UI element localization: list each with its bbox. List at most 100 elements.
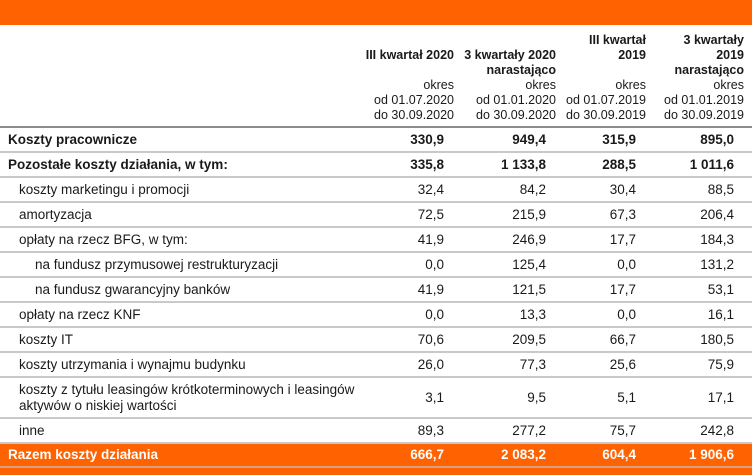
period-from: od 01.07.2019 bbox=[566, 93, 646, 107]
row-value: 246,9 bbox=[462, 227, 564, 253]
row-label: na fundusz gwarancyjny banków bbox=[0, 277, 362, 303]
row-value: 9,5 bbox=[462, 377, 564, 419]
column-title-line2: narastająco bbox=[486, 63, 556, 77]
column-header-q3-2020: III kwartał 2020 okres od 01.07.2020 do … bbox=[362, 25, 462, 128]
row-value: 84,2 bbox=[462, 177, 564, 203]
row-value: 288,5 bbox=[564, 152, 654, 178]
total-value: 1 906,6 bbox=[654, 443, 752, 466]
period-to: do 30.09.2020 bbox=[476, 108, 556, 122]
row-value: 88,5 bbox=[654, 177, 752, 203]
period-from: od 01.01.2020 bbox=[476, 93, 556, 107]
row-label: koszty utrzymania i wynajmu budynku bbox=[0, 352, 362, 378]
row-value: 121,5 bbox=[462, 277, 564, 303]
period-to: do 30.09.2020 bbox=[374, 108, 454, 122]
row-value: 77,3 bbox=[462, 352, 564, 378]
row-value: 180,5 bbox=[654, 327, 752, 353]
period-from: od 01.07.2020 bbox=[374, 93, 454, 107]
row-value: 330,9 bbox=[362, 127, 462, 153]
row-value: 41,9 bbox=[362, 227, 462, 253]
row-value: 335,8 bbox=[362, 152, 462, 178]
table-row: Pozostałe koszty działania, w tym: 335,8… bbox=[0, 152, 752, 178]
row-value: 72,5 bbox=[362, 202, 462, 228]
row-value: 17,7 bbox=[564, 277, 654, 303]
row-value: 66,7 bbox=[564, 327, 654, 353]
table-row: koszty marketingu i promocji 32,4 84,2 3… bbox=[0, 177, 752, 203]
row-value: 75,9 bbox=[654, 352, 752, 378]
table-row: opłaty na rzecz BFG, w tym: 41,9 246,9 1… bbox=[0, 227, 752, 253]
row-value: 13,3 bbox=[462, 302, 564, 328]
row-value: 0,0 bbox=[362, 252, 462, 278]
row-value: 277,2 bbox=[462, 418, 564, 444]
table-row: na fundusz przymusowej restrukturyzacji … bbox=[0, 252, 752, 278]
column-title-line2 bbox=[362, 63, 454, 78]
table-row: amortyzacja 72,5 215,9 67,3 206,4 bbox=[0, 202, 752, 228]
row-value: 125,4 bbox=[462, 252, 564, 278]
table-header-row: III kwartał 2020 okres od 01.07.2020 do … bbox=[0, 25, 752, 128]
row-value: 209,5 bbox=[462, 327, 564, 353]
row-value: 70,6 bbox=[362, 327, 462, 353]
period-label: okres bbox=[525, 78, 556, 92]
column-title: 3 kwartały 2020 bbox=[464, 48, 556, 62]
column-title: III kwartał 2019 bbox=[589, 33, 646, 62]
row-label: koszty IT bbox=[0, 327, 362, 353]
row-value: 315,9 bbox=[564, 127, 654, 153]
row-value: 17,1 bbox=[654, 377, 752, 419]
row-value: 1 011,6 bbox=[654, 152, 752, 178]
row-label: opłaty na rzecz KNF bbox=[0, 302, 362, 328]
table-row: koszty utrzymania i wynajmu budynku 26,0… bbox=[0, 352, 752, 378]
row-value: 215,9 bbox=[462, 202, 564, 228]
row-value: 206,4 bbox=[654, 202, 752, 228]
row-value: 26,0 bbox=[362, 352, 462, 378]
row-value: 0,0 bbox=[564, 302, 654, 328]
row-label: na fundusz przymusowej restrukturyzacji bbox=[0, 252, 362, 278]
column-title-line2: narastająco bbox=[674, 63, 744, 77]
total-value: 2 083,2 bbox=[462, 443, 564, 466]
row-value: 53,1 bbox=[654, 277, 752, 303]
row-value: 5,1 bbox=[564, 377, 654, 419]
column-title: 3 kwartały 2019 bbox=[683, 33, 744, 62]
column-title-line2 bbox=[564, 63, 646, 78]
table-row: Koszty pracownicze 330,9 949,4 315,9 895… bbox=[0, 127, 752, 153]
period-from: od 01.01.2019 bbox=[664, 93, 744, 107]
brand-bottom-strip bbox=[0, 468, 752, 475]
row-value: 3,1 bbox=[362, 377, 462, 419]
row-value: 89,3 bbox=[362, 418, 462, 444]
period-label: okres bbox=[615, 78, 646, 92]
total-value: 666,7 bbox=[362, 443, 462, 466]
row-label: opłaty na rzecz BFG, w tym: bbox=[0, 227, 362, 253]
row-label: koszty marketingu i promocji bbox=[0, 177, 362, 203]
row-value: 0,0 bbox=[564, 252, 654, 278]
table-row: opłaty na rzecz KNF 0,0 13,3 0,0 16,1 bbox=[0, 302, 752, 328]
row-value: 895,0 bbox=[654, 127, 752, 153]
total-label: Razem koszty działania bbox=[0, 443, 362, 466]
row-label: inne bbox=[0, 418, 362, 444]
column-title: III kwartał 2020 bbox=[365, 48, 454, 62]
column-header-q3-2019: III kwartał 2019 okres od 01.07.2019 do … bbox=[564, 25, 654, 128]
row-label: Pozostałe koszty działania, w tym: bbox=[0, 152, 362, 178]
row-value: 30,4 bbox=[564, 177, 654, 203]
row-label: koszty z tytułu leasingów krótkoterminow… bbox=[0, 377, 362, 419]
table-row: na fundusz gwarancyjny banków 41,9 121,5… bbox=[0, 277, 752, 303]
row-value: 184,3 bbox=[654, 227, 752, 253]
column-header-ytd-2019: 3 kwartały 2019 narastająco okres od 01.… bbox=[654, 25, 752, 128]
row-value: 16,1 bbox=[654, 302, 752, 328]
row-value: 949,4 bbox=[462, 127, 564, 153]
column-header-ytd-2020: 3 kwartały 2020 narastająco okres od 01.… bbox=[462, 25, 564, 128]
row-value: 75,7 bbox=[564, 418, 654, 444]
period-label: okres bbox=[713, 78, 744, 92]
row-value: 242,8 bbox=[654, 418, 752, 444]
row-value: 131,2 bbox=[654, 252, 752, 278]
row-value: 41,9 bbox=[362, 277, 462, 303]
row-value: 67,3 bbox=[564, 202, 654, 228]
total-value: 604,4 bbox=[564, 443, 654, 466]
cost-table: III kwartał 2020 okres od 01.07.2020 do … bbox=[0, 25, 752, 466]
brand-top-bar bbox=[0, 0, 752, 25]
table-row: koszty z tytułu leasingów krótkoterminow… bbox=[0, 377, 752, 419]
period-to: do 30.09.2019 bbox=[566, 108, 646, 122]
row-value: 17,7 bbox=[564, 227, 654, 253]
row-value: 0,0 bbox=[362, 302, 462, 328]
row-value: 32,4 bbox=[362, 177, 462, 203]
row-label: Koszty pracownicze bbox=[0, 127, 362, 153]
total-row: Razem koszty działania 666,7 2 083,2 604… bbox=[0, 443, 752, 466]
row-value: 1 133,8 bbox=[462, 152, 564, 178]
